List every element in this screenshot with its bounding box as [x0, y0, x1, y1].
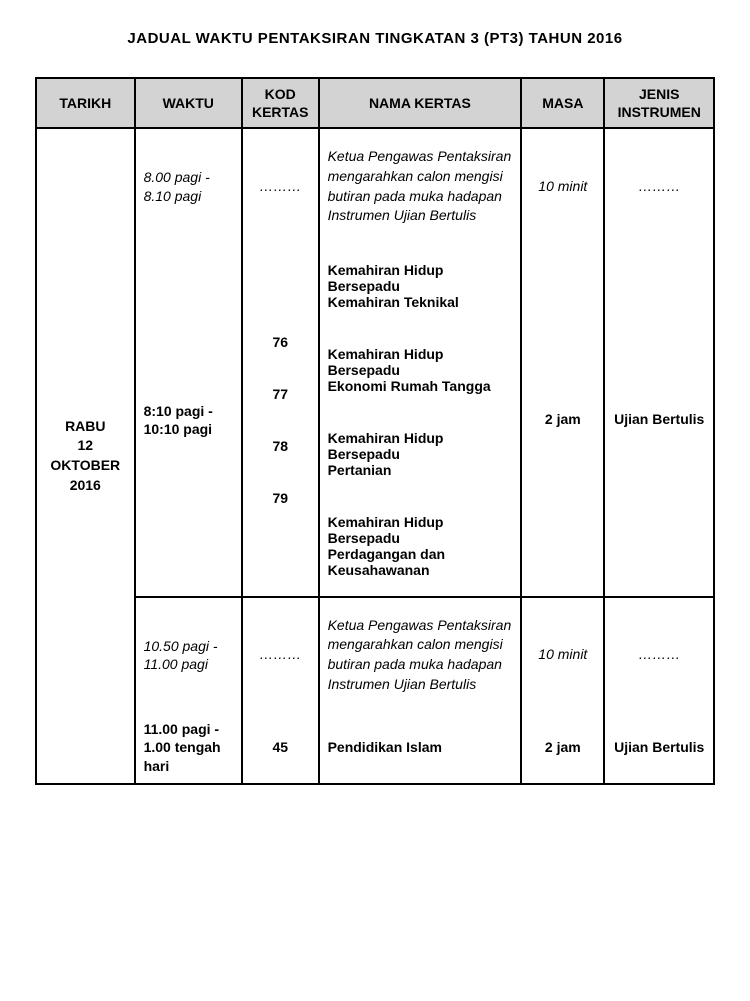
- s2-prep-nama: Ketua Pengawas Pentaksiran mengarahkan c…: [319, 597, 522, 712]
- date-cell: RABU 12 OKTOBER 2016: [36, 128, 135, 783]
- s1-prep-masa: 10 minit: [521, 128, 604, 243]
- paper-kod-77: 77: [243, 368, 318, 420]
- paper-kod-78: 78: [243, 420, 318, 472]
- s2-exam-waktu: 11.00 pagi - 1.00 tengah hari: [135, 712, 242, 784]
- s1-exam-kod-cell: 76 77 78 79: [242, 244, 319, 597]
- s1-exam-jenis: Ujian Bertulis: [604, 244, 714, 597]
- paper-nama-79: Kemahiran Hidup Bersepadu Perdagangan da…: [320, 496, 521, 596]
- session1-exam-row: 8:10 pagi - 10:10 pagi 76 77 78 79 Kemah…: [36, 244, 714, 597]
- header-nama: NAMA KERTAS: [319, 78, 522, 128]
- header-row: TARIKH WAKTU KOD KERTAS NAMA KERTAS MASA…: [36, 78, 714, 128]
- s1-exam-waktu: 8:10 pagi - 10:10 pagi: [135, 244, 242, 597]
- s1-prep-jenis: ………: [604, 128, 714, 243]
- s2-exam-masa: 2 jam: [521, 712, 604, 784]
- session2-prep-row: 10.50 pagi - 11.00 pagi ……… Ketua Pengaw…: [36, 597, 714, 712]
- s2-prep-jenis: ………: [604, 597, 714, 712]
- s2-exam-nama: Pendidikan Islam: [319, 712, 522, 784]
- paper-nama-78: Kemahiran Hidup Bersepadu Pertanian: [320, 412, 521, 496]
- s1-exam-masa: 2 jam: [521, 244, 604, 597]
- s1-exam-nama-cell: Kemahiran Hidup Bersepadu Kemahiran Tekn…: [319, 244, 522, 597]
- header-waktu: WAKTU: [135, 78, 242, 128]
- paper-kod-79: 79: [243, 472, 318, 524]
- header-masa: MASA: [521, 78, 604, 128]
- s2-prep-masa: 10 minit: [521, 597, 604, 712]
- session1-prep-row: RABU 12 OKTOBER 2016 8.00 pagi - 8.10 pa…: [36, 128, 714, 243]
- s2-exam-jenis: Ujian Bertulis: [604, 712, 714, 784]
- header-tarikh: TARIKH: [36, 78, 135, 128]
- header-kod: KOD KERTAS: [242, 78, 319, 128]
- paper-nama-76: Kemahiran Hidup Bersepadu Kemahiran Tekn…: [320, 244, 521, 328]
- header-jenis: JENIS INSTRUMEN: [604, 78, 714, 128]
- s1-prep-kod: ………: [242, 128, 319, 243]
- page-title: JADUAL WAKTU PENTAKSIRAN TINGKATAN 3 (PT…: [35, 30, 715, 47]
- s2-prep-kod: ………: [242, 597, 319, 712]
- s1-prep-waktu: 8.00 pagi - 8.10 pagi: [135, 128, 242, 243]
- s2-prep-waktu: 10.50 pagi - 11.00 pagi: [135, 597, 242, 712]
- timetable: TARIKH WAKTU KOD KERTAS NAMA KERTAS MASA…: [35, 77, 715, 785]
- paper-kod-76: 76: [243, 316, 318, 368]
- s1-prep-nama: Ketua Pengawas Pentaksiran mengarahkan c…: [319, 128, 522, 243]
- session2-exam-row: 11.00 pagi - 1.00 tengah hari 45 Pendidi…: [36, 712, 714, 784]
- paper-nama-77: Kemahiran Hidup Bersepadu Ekonomi Rumah …: [320, 328, 521, 412]
- s2-exam-kod: 45: [242, 712, 319, 784]
